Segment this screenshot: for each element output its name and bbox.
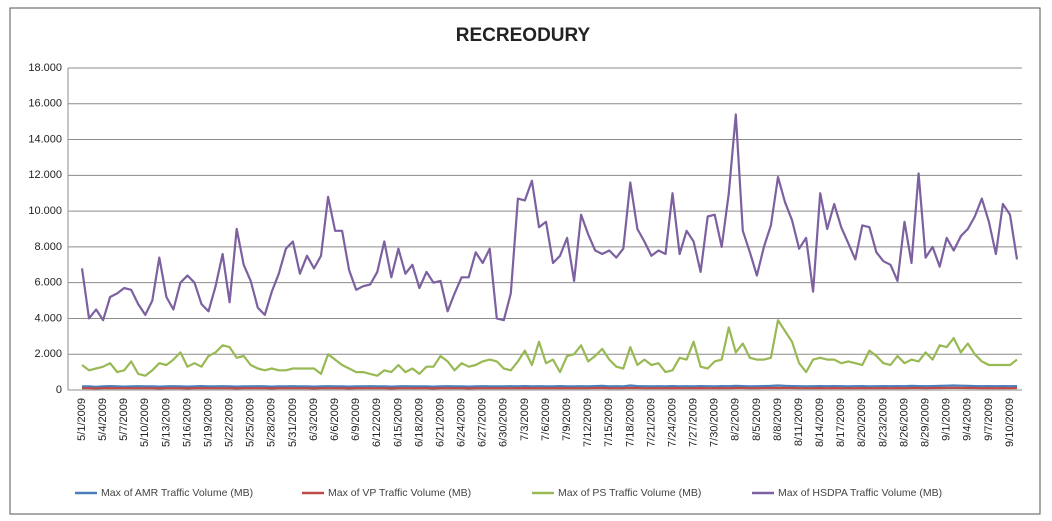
x-tick-label: 5/28/2009 bbox=[266, 398, 278, 447]
x-tick-label: 5/22/2009 bbox=[224, 398, 236, 447]
x-tick-label: 9/4/2009 bbox=[962, 398, 974, 441]
series-line bbox=[82, 386, 1018, 390]
y-tick-label: 8.000 bbox=[34, 241, 62, 253]
x-tick-label: 7/12/2009 bbox=[582, 398, 594, 447]
x-tick-label: 8/23/2009 bbox=[877, 398, 889, 447]
x-tick-label: 5/25/2009 bbox=[245, 398, 257, 447]
x-tick-label: 6/24/2009 bbox=[456, 398, 468, 447]
y-tick-label: 2.000 bbox=[34, 348, 62, 360]
y-tick-label: 10.000 bbox=[28, 205, 62, 217]
x-tick-label: 8/2/2009 bbox=[730, 398, 742, 441]
x-tick-label: 5/1/2009 bbox=[76, 398, 88, 441]
x-tick-label: 7/27/2009 bbox=[688, 398, 700, 447]
x-tick-label: 8/29/2009 bbox=[920, 398, 932, 447]
x-tick-label: 5/7/2009 bbox=[118, 398, 130, 441]
y-tick-label: 18.000 bbox=[28, 62, 62, 74]
x-tick-label: 6/15/2009 bbox=[392, 398, 404, 447]
x-tick-label: 6/12/2009 bbox=[371, 398, 383, 447]
x-tick-label: 7/21/2009 bbox=[645, 398, 657, 447]
series-line bbox=[82, 384, 1018, 388]
x-tick-label: 6/18/2009 bbox=[413, 398, 425, 447]
x-tick-label: 5/10/2009 bbox=[139, 398, 151, 447]
x-tick-label: 7/15/2009 bbox=[603, 398, 615, 447]
x-tick-label: 8/17/2009 bbox=[835, 398, 847, 447]
series-line bbox=[81, 319, 1018, 377]
y-tick-label: 12.000 bbox=[28, 169, 62, 181]
y-tick-label: 16.000 bbox=[28, 98, 62, 110]
chart-title: RECREODURY bbox=[456, 25, 591, 46]
x-tick-label: 7/30/2009 bbox=[709, 398, 721, 447]
x-tick-label: 8/20/2009 bbox=[856, 398, 868, 447]
y-tick-label: 4.000 bbox=[34, 312, 62, 324]
x-tick-label: 5/16/2009 bbox=[181, 398, 193, 447]
x-tick-label: 7/18/2009 bbox=[624, 398, 636, 447]
x-tick-label: 6/30/2009 bbox=[498, 398, 510, 447]
x-tick-label: 6/27/2009 bbox=[477, 398, 489, 447]
x-tick-label: 9/7/2009 bbox=[983, 398, 995, 441]
chart-frame bbox=[9, 7, 1041, 515]
legend-label: Max of PS Traffic Volume (MB) bbox=[558, 487, 701, 499]
x-tick-label: 7/3/2009 bbox=[519, 398, 531, 441]
y-tick-label: 14.000 bbox=[28, 133, 62, 145]
x-tick-label: 8/14/2009 bbox=[814, 398, 826, 447]
x-tick-label: 5/19/2009 bbox=[202, 398, 214, 447]
x-tick-label: 6/3/2009 bbox=[308, 398, 320, 441]
x-tick-label: 8/11/2009 bbox=[793, 398, 805, 446]
x-tick-label: 8/26/2009 bbox=[898, 398, 910, 447]
x-tick-label: 9/1/2009 bbox=[941, 398, 953, 441]
x-tick-label: 7/6/2009 bbox=[540, 398, 552, 441]
legend-label: Max of HSDPA Traffic Volume (MB) bbox=[778, 487, 942, 499]
x-tick-label: 5/13/2009 bbox=[160, 398, 172, 447]
x-tick-label: 7/9/2009 bbox=[561, 398, 573, 441]
series-line bbox=[80, 113, 1019, 322]
y-tick-label: 6.000 bbox=[34, 277, 62, 289]
x-tick-label: 7/24/2009 bbox=[666, 398, 678, 447]
x-tick-label: 6/9/2009 bbox=[350, 398, 362, 441]
x-tick-label: 5/4/2009 bbox=[97, 398, 109, 441]
x-tick-label: 8/5/2009 bbox=[751, 398, 763, 441]
legend-label: Max of VP Traffic Volume (MB) bbox=[328, 487, 471, 499]
x-tick-label: 9/10/2009 bbox=[1004, 398, 1016, 447]
x-tick-label: 8/8/2009 bbox=[772, 398, 784, 441]
y-tick-label: 0 bbox=[56, 384, 62, 396]
x-tick-label: 6/6/2009 bbox=[329, 398, 341, 441]
x-tick-label: 5/31/2009 bbox=[287, 398, 299, 447]
x-tick-label: 6/21/2009 bbox=[434, 398, 446, 447]
legend-label: Max of AMR Traffic Volume (MB) bbox=[101, 487, 253, 499]
